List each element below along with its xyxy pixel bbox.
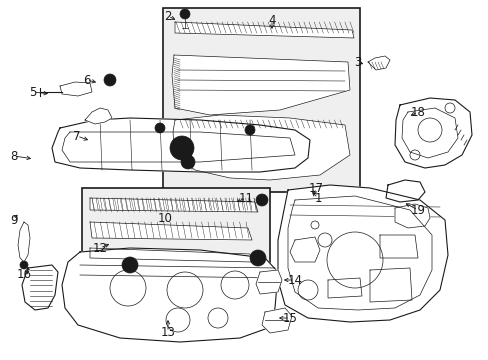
Circle shape: [256, 194, 267, 206]
Text: 14: 14: [287, 274, 302, 287]
Circle shape: [181, 155, 195, 169]
Polygon shape: [18, 222, 30, 262]
Text: 6: 6: [83, 73, 91, 86]
Polygon shape: [62, 248, 278, 342]
Circle shape: [176, 142, 187, 154]
Polygon shape: [278, 185, 447, 322]
Circle shape: [170, 136, 194, 160]
Text: 11: 11: [238, 192, 253, 204]
Text: 2: 2: [164, 9, 171, 23]
Text: 13: 13: [160, 325, 175, 338]
Polygon shape: [394, 98, 471, 168]
Polygon shape: [90, 222, 251, 240]
Text: 17: 17: [308, 181, 323, 194]
Polygon shape: [367, 56, 389, 70]
Polygon shape: [262, 308, 291, 333]
Polygon shape: [173, 115, 349, 180]
Text: 16: 16: [17, 267, 31, 280]
Circle shape: [104, 74, 116, 86]
Polygon shape: [385, 180, 424, 202]
Text: 5: 5: [29, 86, 37, 99]
Polygon shape: [60, 82, 92, 96]
Bar: [163, 8, 359, 192]
Text: 3: 3: [354, 55, 361, 68]
Polygon shape: [52, 118, 309, 172]
Polygon shape: [22, 265, 58, 310]
Circle shape: [122, 257, 138, 273]
Text: 12: 12: [92, 242, 107, 255]
Text: 9: 9: [10, 213, 18, 226]
Bar: [82, 188, 269, 272]
Circle shape: [108, 78, 112, 82]
Polygon shape: [90, 248, 251, 262]
Text: 10: 10: [157, 212, 172, 225]
Polygon shape: [85, 108, 112, 124]
Text: 1: 1: [314, 192, 321, 204]
Text: 19: 19: [409, 203, 425, 216]
Circle shape: [180, 9, 190, 19]
Circle shape: [20, 261, 28, 269]
Text: 4: 4: [268, 14, 275, 27]
Polygon shape: [256, 270, 282, 294]
Circle shape: [249, 250, 265, 266]
Polygon shape: [175, 22, 353, 38]
Circle shape: [259, 198, 264, 202]
Text: 15: 15: [282, 311, 297, 324]
Circle shape: [244, 125, 254, 135]
Text: 7: 7: [73, 130, 81, 143]
Circle shape: [155, 123, 164, 133]
Polygon shape: [172, 55, 349, 115]
Polygon shape: [90, 198, 258, 212]
Text: 18: 18: [410, 105, 425, 118]
Circle shape: [254, 255, 261, 261]
Text: 8: 8: [10, 149, 18, 162]
Polygon shape: [394, 204, 429, 228]
